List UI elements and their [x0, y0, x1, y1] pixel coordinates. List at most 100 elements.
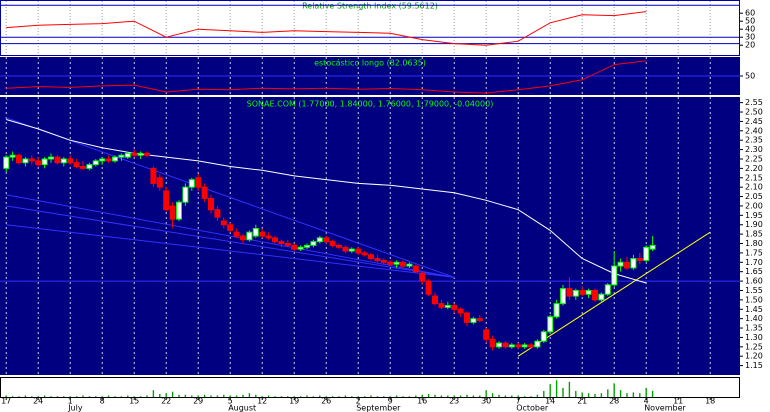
volume-bar: [613, 383, 615, 397]
volume-bar: [555, 380, 558, 397]
volume-bar: [491, 393, 494, 397]
x-tick-label: 17: [1, 397, 11, 406]
candle-body: [16, 154, 22, 164]
volume-bar: [383, 396, 385, 397]
volume-bar: [178, 394, 180, 397]
y-tick-label: 2.05: [745, 192, 763, 201]
candle-body: [348, 248, 355, 252]
candle-body: [3, 156, 10, 169]
candle-body: [572, 289, 579, 297]
candle-body: [137, 152, 144, 156]
candle-body: [649, 244, 656, 250]
volume-bar: [575, 390, 577, 397]
trend-line: [6, 224, 455, 278]
candle-body: [272, 237, 278, 243]
volume-bar: [63, 396, 65, 397]
candle-body: [630, 258, 637, 269]
candle-body: [60, 158, 67, 164]
volume-bar: [95, 396, 97, 397]
x-tick-label: 15: [129, 397, 139, 406]
candle-body: [611, 265, 618, 286]
candle-body: [598, 293, 605, 301]
price-title: SONAE.COM (1.77000, 1.84000, 1.76000, 1.…: [247, 100, 494, 109]
volume-bar: [530, 396, 532, 397]
volume-bar: [5, 395, 7, 397]
volume-bar: [619, 390, 622, 397]
x-tick-label: 29: [193, 397, 203, 406]
volume-bar: [146, 395, 148, 397]
candle-body: [412, 265, 419, 273]
y-tick-label: 2.00: [745, 201, 763, 210]
candle-body: [451, 305, 458, 310]
volume-bar: [600, 393, 603, 397]
volume-bar: [152, 390, 155, 397]
y-tick-label: 2.50: [745, 108, 763, 117]
volume-bar: [306, 395, 308, 397]
candle-body: [48, 156, 54, 160]
volume-bar: [210, 395, 212, 397]
volume-bar: [587, 393, 590, 397]
trend-line: [6, 205, 455, 278]
candle-body: [201, 186, 208, 199]
candle-body: [355, 248, 362, 254]
candle-body: [73, 162, 80, 167]
volume-bar: [255, 394, 257, 397]
candle-body: [368, 254, 374, 260]
volume-bar: [427, 393, 430, 397]
volume-bar: [402, 396, 404, 397]
volume-bar: [127, 395, 129, 397]
y-tick-label: 1.15: [745, 361, 763, 370]
volume-bar: [133, 396, 135, 397]
volume-bar: [568, 381, 571, 397]
candle-body: [393, 261, 400, 265]
x-tick-label: 11: [673, 397, 683, 406]
rsi-panel: [0, 0, 740, 56]
candle-body: [592, 289, 598, 301]
volume-bar: [165, 393, 167, 397]
y-tick-label: 2.55: [745, 98, 763, 107]
candle-body: [502, 342, 509, 348]
y-tick-label: 20: [745, 41, 755, 50]
y-tick-label: 50: [745, 17, 755, 26]
candle-body: [361, 252, 368, 256]
candle-body: [483, 329, 490, 340]
x-tick-label: 5: [228, 397, 233, 406]
volume-bar: [293, 396, 295, 397]
month-label: July: [67, 404, 83, 412]
volume-bar: [287, 396, 289, 397]
candle-body: [41, 158, 48, 166]
y-tick-label: 30: [745, 33, 755, 42]
candle-body: [547, 316, 554, 333]
x-tick-label: 1: [68, 397, 73, 406]
volume-bar: [453, 395, 455, 397]
volume-bar: [235, 395, 238, 397]
x-tick-label: 23: [449, 397, 459, 406]
x-tick-label: 30: [481, 397, 491, 406]
volume-bar: [50, 396, 52, 397]
candle-body: [144, 152, 150, 156]
y-tick-label: 50: [745, 72, 755, 81]
month-label: October: [516, 404, 549, 412]
y-tick-label: 60: [745, 9, 755, 18]
candle-body: [444, 305, 451, 308]
candle-body: [419, 273, 426, 282]
candle-body: [9, 154, 16, 158]
candle-body: [476, 318, 483, 322]
candle-body: [227, 224, 234, 231]
volume-bar: [581, 392, 583, 397]
candle-body: [99, 158, 106, 162]
volume-bar: [31, 396, 33, 397]
y-tick-label: 1.75: [745, 248, 763, 257]
volume-bar: [421, 394, 423, 397]
y-tick-label: 1.45: [745, 305, 763, 314]
volume-bar: [43, 395, 46, 397]
y-tick-label: 1.40: [745, 314, 763, 323]
candle-body: [553, 303, 560, 318]
candle-body: [54, 156, 61, 164]
rsi-title: Relative Strength Index (59.5612): [302, 2, 438, 11]
candle-body: [380, 259, 387, 263]
candle-body: [291, 244, 298, 250]
y-tick-label: 2.10: [745, 183, 763, 192]
candle-body: [323, 237, 330, 243]
trend-line: [6, 194, 455, 278]
